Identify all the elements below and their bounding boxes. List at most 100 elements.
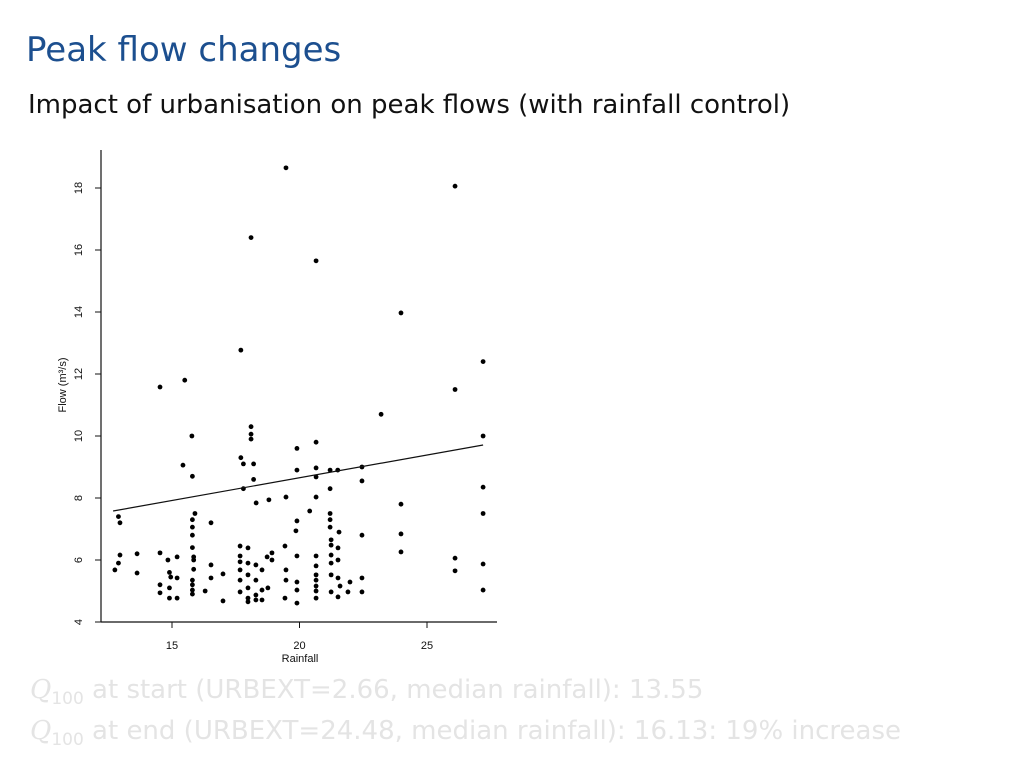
data-point	[208, 562, 214, 568]
data-point	[313, 595, 319, 601]
data-point	[190, 582, 195, 588]
data-point	[359, 532, 365, 538]
data-point	[248, 436, 254, 442]
data-point	[335, 557, 341, 563]
data-point	[165, 557, 171, 563]
data-point	[167, 585, 172, 591]
data-point	[220, 598, 226, 604]
data-point	[327, 517, 333, 523]
data-point	[134, 551, 140, 557]
data-point	[245, 595, 251, 601]
q-symbol: Q	[30, 675, 52, 705]
data-point	[327, 524, 333, 530]
data-point	[157, 384, 163, 390]
data-point	[328, 552, 334, 558]
data-point	[313, 258, 319, 264]
data-point	[237, 553, 243, 559]
x-tick-label: 25	[421, 640, 433, 652]
data-points	[112, 165, 486, 606]
data-point	[245, 599, 251, 605]
data-point	[294, 600, 300, 606]
data-point	[480, 511, 486, 516]
data-point	[259, 567, 265, 573]
data-point	[452, 555, 458, 561]
data-point	[190, 577, 195, 583]
y-tick-label: 12	[73, 368, 85, 380]
data-point	[190, 473, 195, 479]
data-point	[180, 462, 186, 468]
data-point	[378, 411, 384, 417]
data-point	[259, 587, 265, 593]
data-point	[293, 528, 299, 534]
data-point	[282, 543, 288, 549]
data-point	[237, 559, 243, 565]
data-point	[238, 455, 244, 461]
data-point	[182, 377, 188, 383]
data-point	[251, 461, 256, 467]
slide-title: Peak flow changes	[26, 30, 342, 70]
data-point	[248, 424, 254, 430]
q100-start-note: Q100 at start (URBEXT=2.66, median rainf…	[30, 675, 703, 709]
data-point	[241, 461, 246, 467]
data-point	[283, 494, 289, 500]
data-point	[294, 579, 300, 585]
q-symbol: Q	[30, 716, 52, 746]
data-point	[189, 433, 195, 439]
data-point	[313, 588, 319, 594]
data-point	[259, 597, 265, 603]
data-point	[208, 520, 214, 526]
data-point	[313, 553, 319, 559]
data-point	[313, 474, 319, 480]
data-point	[168, 574, 174, 580]
y-tick-label: 16	[73, 244, 85, 256]
data-point	[398, 310, 404, 316]
data-point	[237, 577, 243, 583]
data-point	[452, 387, 458, 392]
y-tick-label: 10	[73, 430, 85, 442]
y-tick-label: 18	[73, 182, 85, 194]
x-tick-label: 20	[293, 640, 305, 652]
data-point	[452, 568, 458, 574]
data-point	[237, 567, 243, 573]
data-point	[157, 550, 163, 556]
data-point	[313, 563, 319, 569]
data-point	[313, 572, 319, 578]
data-point	[283, 577, 289, 583]
data-point	[116, 514, 121, 519]
data-point	[208, 575, 214, 581]
note-text: at end (URBEXT=24.48, median rainfall): …	[83, 716, 902, 746]
data-point	[313, 494, 319, 500]
y-tick-label: 8	[73, 495, 85, 501]
q-subscript: 100	[51, 730, 84, 751]
data-point	[359, 589, 365, 595]
data-point	[335, 575, 341, 581]
data-point	[313, 439, 319, 445]
data-point	[190, 524, 195, 530]
data-point	[313, 583, 319, 589]
q100-end-note: Q100 at end (URBEXT=24.48, median rainfa…	[30, 716, 901, 750]
data-point	[294, 587, 300, 593]
data-point	[134, 570, 140, 576]
data-point	[328, 542, 334, 548]
data-point	[253, 597, 259, 603]
data-point	[398, 531, 404, 537]
data-point	[313, 577, 319, 583]
data-point	[190, 532, 195, 538]
data-point	[117, 552, 123, 558]
data-point	[202, 588, 208, 594]
data-point	[294, 518, 300, 524]
data-point	[480, 484, 486, 490]
data-point	[253, 500, 259, 506]
data-point	[253, 592, 259, 598]
data-point	[116, 560, 121, 566]
data-point	[294, 553, 300, 559]
data-point	[220, 571, 226, 577]
data-point	[283, 567, 289, 573]
data-point	[251, 477, 256, 482]
data-point	[328, 572, 334, 578]
data-point	[359, 478, 365, 484]
data-point	[282, 595, 288, 601]
note-text: at start (URBEXT=2.66, median rainfall):…	[83, 675, 704, 705]
data-point	[265, 585, 271, 591]
data-point	[157, 582, 163, 588]
